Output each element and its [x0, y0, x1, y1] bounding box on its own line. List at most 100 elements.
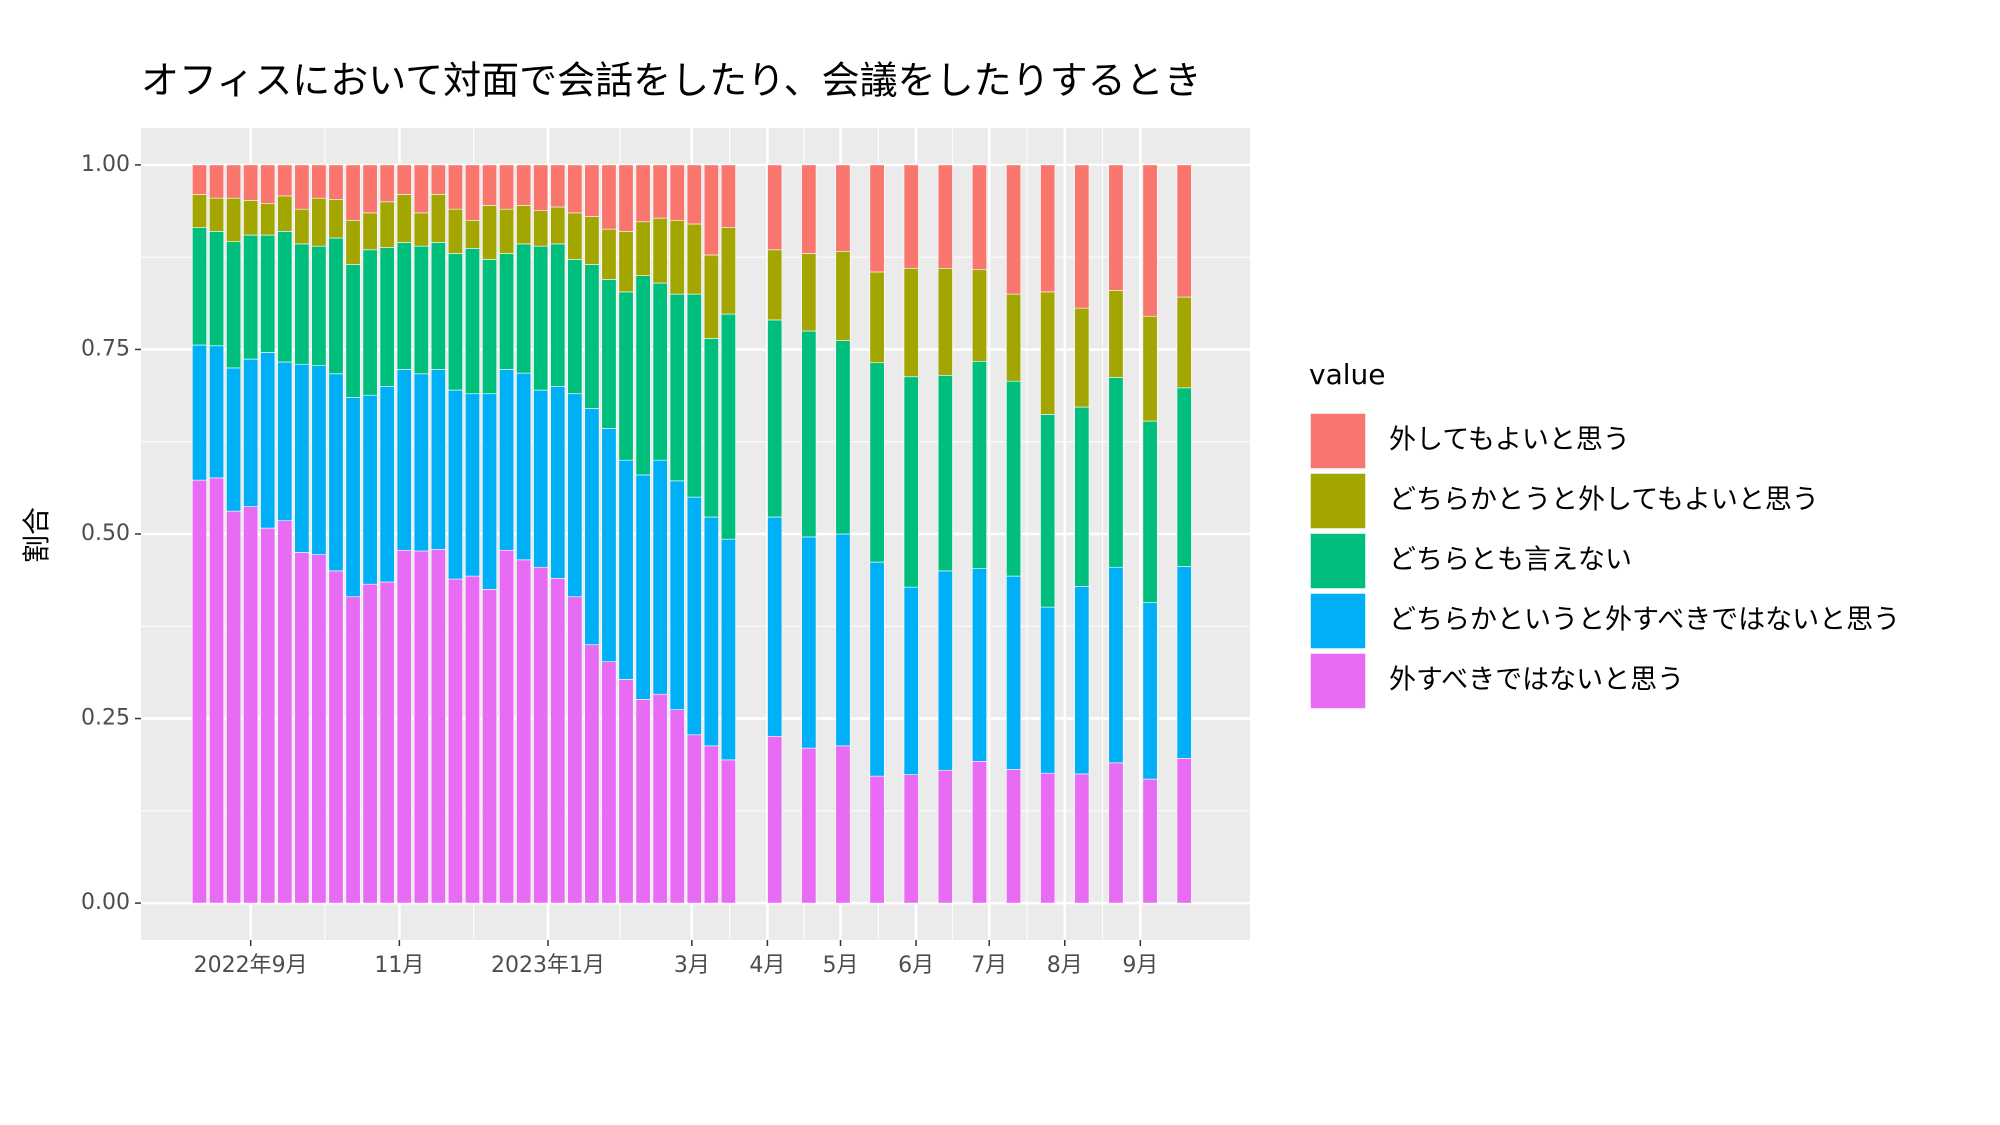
- bar-segment: [396, 194, 412, 243]
- bar-segment: [1074, 586, 1090, 775]
- x-tick-label: 2022年9月: [194, 953, 308, 978]
- bar-segment: [869, 775, 885, 904]
- bar-segment: [567, 393, 583, 598]
- bar-segment: [1142, 164, 1158, 317]
- bar-segment: [464, 219, 480, 249]
- bar-segment: [903, 267, 919, 378]
- legend-key: [1309, 472, 1367, 530]
- bar-segment: [720, 313, 736, 540]
- bar-segment: [226, 367, 242, 512]
- bar-segment: [1142, 420, 1158, 603]
- bar-segment: [1142, 602, 1158, 780]
- x-tick-label: 4月: [749, 953, 785, 978]
- legend-label: どちらかというと外すべきではないと思う: [1389, 605, 1900, 636]
- bar-segment: [567, 596, 583, 904]
- bar-segment: [618, 291, 634, 461]
- bar-segment: [277, 164, 293, 197]
- bar-segment: [396, 164, 412, 195]
- bar-segment: [482, 164, 498, 206]
- x-tick-label: 3月: [674, 953, 710, 978]
- bar-segment: [362, 212, 378, 251]
- bar-segment: [937, 164, 953, 269]
- bar-segment: [567, 212, 583, 260]
- bar-segment: [1074, 307, 1090, 408]
- bar-segment: [1006, 575, 1022, 770]
- bar-segment: [767, 319, 783, 518]
- bar-segment: [801, 330, 817, 538]
- bar-segment: [482, 589, 498, 904]
- bar-segment: [482, 259, 498, 395]
- bar-segment: [1006, 769, 1022, 904]
- bar-segment: [447, 578, 463, 904]
- bar-segment: [226, 197, 242, 242]
- bar-segment: [1040, 164, 1056, 293]
- bar-segment: [1176, 387, 1192, 567]
- bar-segment: [1176, 296, 1192, 389]
- bar-segment: [971, 568, 987, 762]
- bar-segment: [567, 259, 583, 395]
- x-tick-label: 9月: [1122, 953, 1158, 978]
- bar-segment: [328, 570, 344, 904]
- bar-segment: [430, 194, 446, 243]
- x-tick-label: 2023年1月: [491, 953, 605, 978]
- bar-segment: [584, 164, 600, 217]
- bar-segment: [277, 361, 293, 522]
- x-tick-label: 6月: [898, 953, 934, 978]
- bar-segment: [396, 549, 412, 904]
- bar-segment: [652, 282, 668, 461]
- bar-segment: [652, 164, 668, 219]
- bar-segment: [379, 201, 395, 248]
- bar-segment: [243, 234, 259, 360]
- bar-segment: [686, 496, 702, 736]
- bar-segment: [1006, 380, 1022, 577]
- bar-segment: [686, 293, 702, 498]
- bar-segment: [869, 561, 885, 777]
- legend-key: [1309, 412, 1367, 470]
- bar-segment: [328, 237, 344, 375]
- bar-segment: [903, 164, 919, 269]
- bar-segment: [413, 212, 429, 247]
- bar-segment: [379, 164, 395, 203]
- bar-segment: [260, 352, 276, 529]
- bar-segment: [835, 533, 851, 747]
- bar-segment: [226, 164, 242, 199]
- bar-segment: [601, 164, 617, 230]
- bar-segment: [669, 293, 685, 482]
- bar-segment: [243, 200, 259, 236]
- bar-segment: [294, 363, 310, 553]
- bar-segment: [835, 340, 851, 535]
- bar-segment: [533, 566, 549, 904]
- bar-segment: [584, 264, 600, 409]
- bar-segment: [413, 245, 429, 375]
- bar-segment: [191, 344, 207, 481]
- bar-segment: [937, 570, 953, 771]
- bar-segment: [209, 345, 225, 479]
- bar-segment: [243, 506, 259, 904]
- y-tick-label: 0.00: [81, 890, 130, 915]
- bar-segment: [260, 164, 276, 204]
- bar-segment: [835, 164, 851, 252]
- y-tick-label: 0.25: [81, 706, 130, 731]
- bar-segment: [533, 245, 549, 391]
- bar-segment: [294, 243, 310, 365]
- bar-segment: [430, 549, 446, 904]
- bar-segment: [464, 575, 480, 904]
- bar-segment: [328, 164, 344, 200]
- bar-segment: [720, 164, 736, 228]
- bar-segment: [652, 217, 668, 284]
- bar-segment: [482, 393, 498, 590]
- bar-segment: [499, 549, 515, 904]
- y-axis-label: 割合: [20, 507, 53, 563]
- bar-segment: [191, 164, 207, 195]
- bar-segment: [1108, 164, 1124, 291]
- bar-segment: [243, 358, 259, 507]
- legend-key: [1309, 532, 1367, 590]
- bar-segment: [903, 586, 919, 775]
- bar-segment: [516, 372, 532, 561]
- bar-segment: [1108, 290, 1124, 378]
- bar-segment: [1142, 778, 1158, 904]
- bar-segment: [767, 249, 783, 321]
- bar-segment: [328, 199, 344, 239]
- bar-segment: [430, 242, 446, 370]
- bar-segment: [345, 219, 361, 265]
